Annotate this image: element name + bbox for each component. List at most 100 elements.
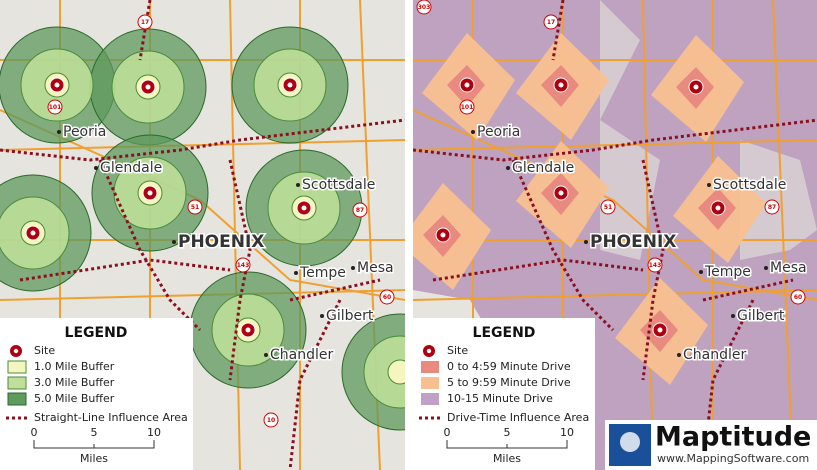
scale-tick: 10 <box>147 426 161 439</box>
site-marker-dot <box>30 230 36 236</box>
highway-number: 101 <box>49 104 62 111</box>
highway-number: 51 <box>191 204 199 211</box>
highway-number: 87 <box>768 204 776 211</box>
highway-number: 101 <box>461 104 474 111</box>
city-dot <box>584 240 588 244</box>
legend-label: 5 to 9:59 Minute Drive <box>447 376 571 389</box>
city-label: Gilbert <box>737 308 785 324</box>
city-label: Mesa <box>357 260 394 276</box>
highway-shield <box>459 99 475 115</box>
highway-number: 143 <box>237 262 250 269</box>
road <box>0 109 405 301</box>
site-marker-dot <box>558 190 564 196</box>
site-marker-dot <box>558 82 564 88</box>
influence-boundary <box>551 0 565 61</box>
scale-tick: 5 <box>91 426 98 439</box>
scale-tick: 5 <box>504 426 511 439</box>
scale-unit: Miles <box>80 452 108 465</box>
city-label: Gilbert <box>326 308 374 324</box>
highway-shield <box>137 14 153 30</box>
highway-number: 143 <box>649 262 662 269</box>
legend-box <box>0 318 193 470</box>
highway-shield <box>235 257 251 273</box>
city-label: Tempe <box>704 264 751 280</box>
highway-number: 87 <box>356 207 364 214</box>
legend-label: 0 to 4:59 Minute Drive <box>447 360 571 373</box>
site-marker-dot <box>715 205 721 211</box>
highway-shield <box>187 199 203 215</box>
city-label: Chandler <box>683 347 746 363</box>
highway-shield <box>543 14 559 30</box>
legend-label: Drive-Time Influence Area <box>447 411 589 424</box>
road <box>413 289 817 301</box>
site-marker-dot <box>287 82 293 88</box>
city-dot <box>57 130 61 134</box>
city-label: PHOENIX <box>590 232 676 252</box>
site-marker-dot <box>464 82 470 88</box>
swatch <box>7 376 27 390</box>
highway-shield <box>263 412 279 428</box>
influence-boundary <box>19 258 231 282</box>
left-legend: LEGEND Site 1.0 Mile Buffer 3.0 Mile Buf… <box>0 318 193 470</box>
site-marker-dot <box>145 84 151 90</box>
highway-number: 51 <box>604 204 612 211</box>
site-marker-dot <box>147 190 153 196</box>
highway-shield <box>647 257 663 273</box>
scale-tick: 0 <box>444 426 451 439</box>
road <box>229 0 241 470</box>
logo-url: www.MappingSoftware.com <box>657 452 809 465</box>
city-dot <box>764 266 768 270</box>
site-swatch-dot <box>13 348 19 354</box>
uncovered-area <box>600 0 817 260</box>
legend-label: 10-15 Minute Drive <box>447 392 553 405</box>
legend-box <box>413 318 595 470</box>
swatch <box>7 360 27 374</box>
site-marker-dot <box>657 327 663 333</box>
road <box>642 0 654 470</box>
site-swatch-dot <box>426 348 432 354</box>
legend-title: LEGEND <box>65 325 128 341</box>
scale-unit: Miles <box>493 452 521 465</box>
right-legend: LEGEND Site 0 to 4:59 Minute Drive 5 to … <box>413 318 595 470</box>
highway-number: 60 <box>794 294 802 301</box>
city-dot <box>320 314 324 318</box>
city-dot <box>296 183 300 187</box>
site-marker-dot <box>693 84 699 90</box>
road <box>772 0 794 470</box>
highway-shield <box>416 0 432 15</box>
city-label: PHOENIX <box>178 232 264 252</box>
legend-label: Site <box>447 344 468 357</box>
city-label: Peoria <box>477 124 520 140</box>
influence-boundary <box>138 0 152 61</box>
logo: Maptitude www.MappingSoftware.com <box>605 420 817 470</box>
scale-bar <box>33 440 155 449</box>
city-dot <box>351 266 355 270</box>
influence-boundary <box>413 118 817 162</box>
city-label: Scottsdale <box>713 177 786 193</box>
swatch <box>7 392 27 406</box>
highway-shield <box>764 199 780 215</box>
logo-icon-head <box>620 432 640 452</box>
highway-number: 60 <box>383 294 391 301</box>
highway-shield <box>47 99 63 115</box>
city-dot <box>506 166 510 170</box>
site-marker-dot <box>245 327 251 333</box>
city-label: Glendale <box>100 160 162 176</box>
city-dot <box>264 353 268 357</box>
highway-shield <box>352 202 368 218</box>
highway-number: 303 <box>418 4 431 11</box>
swatch <box>421 393 439 405</box>
buffer-3-mile <box>363 335 405 409</box>
city-dot <box>731 314 735 318</box>
city-label: Chandler <box>270 347 333 363</box>
swatch <box>421 361 439 373</box>
legend-label: 1.0 Mile Buffer <box>34 360 115 373</box>
city-dot <box>707 183 711 187</box>
city-dot <box>677 353 681 357</box>
legend-label: 3.0 Mile Buffer <box>34 376 115 389</box>
highway-shield <box>790 289 806 305</box>
buffer-1-mile <box>387 359 405 385</box>
scale-bar <box>446 440 568 449</box>
logo-name: Maptitude <box>655 422 811 453</box>
city-dot <box>94 166 98 170</box>
